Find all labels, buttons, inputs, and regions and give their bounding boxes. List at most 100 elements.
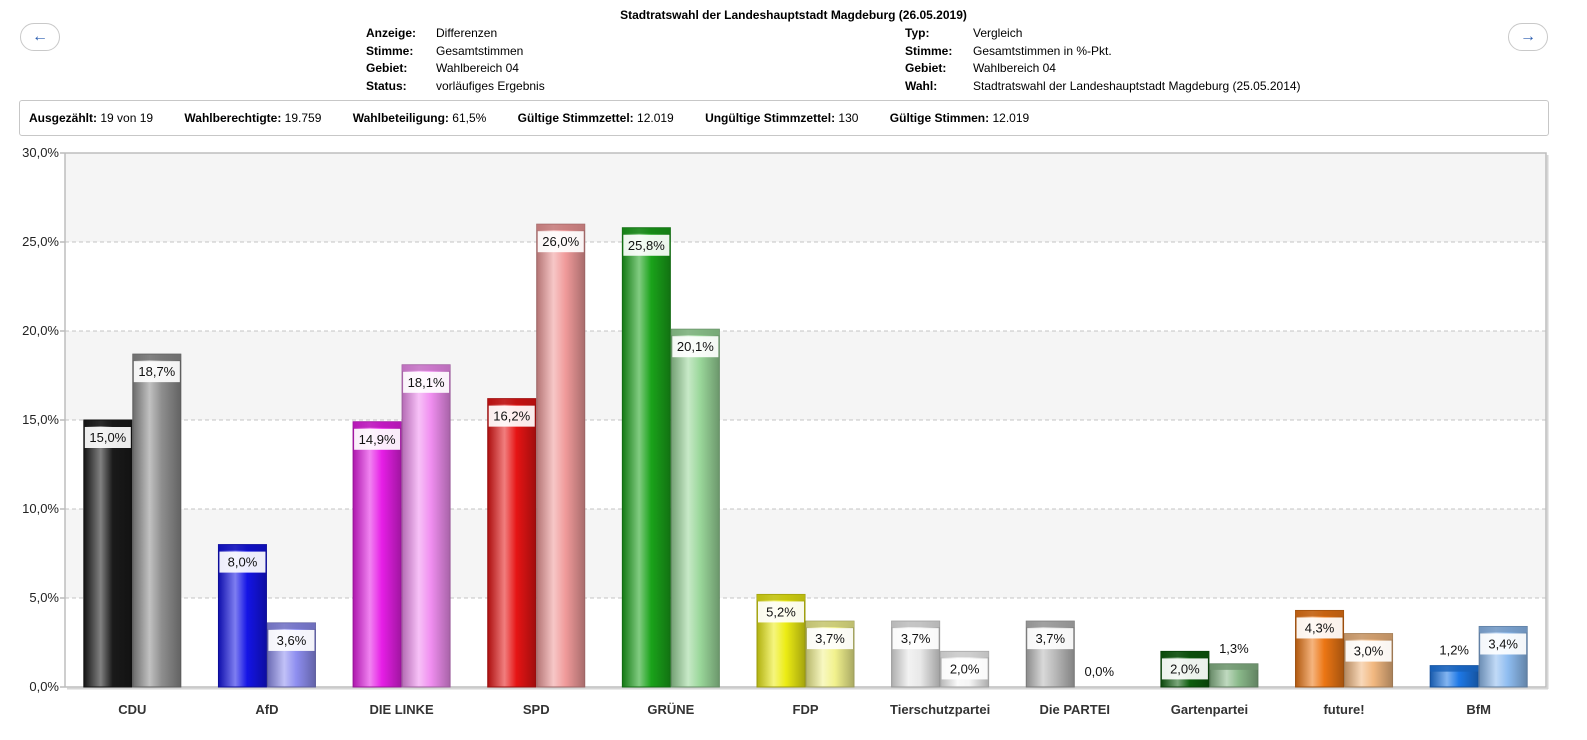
info-value: Vergleich: [973, 26, 1023, 40]
page-title: Stadtratswahl der Landeshauptstadt Magde…: [620, 8, 967, 22]
data-label-bg: [623, 234, 670, 256]
data-label-bg: [1480, 633, 1527, 655]
data-label: 18,1%: [408, 375, 445, 390]
info-key: Gebiet:: [366, 61, 408, 76]
data-label-bg: [219, 551, 266, 573]
info-key: Status:: [366, 79, 407, 94]
info-key: Stimme:: [366, 43, 414, 58]
summary-value: 19.759: [284, 111, 322, 125]
info-value: Gesamtstimmen in %-Pkt.: [973, 43, 1112, 58]
bar: [487, 398, 537, 688]
data-label: 8,0%: [228, 555, 258, 570]
bar-cap: [267, 622, 316, 629]
info-row: Typ: Vergleich: [905, 25, 1301, 43]
data-label: 1,2%: [1439, 643, 1469, 658]
data-label: 18,7%: [138, 364, 175, 379]
arrow-right-icon: →: [1520, 28, 1536, 45]
bar-cap: [622, 227, 671, 234]
info-key: Wahl:: [905, 79, 938, 94]
data-label-bg: [941, 658, 988, 680]
data-label-bg: [84, 427, 131, 448]
x-category-label: SPD: [523, 702, 550, 717]
data-label: 3,6%: [277, 633, 307, 648]
data-label: 26,0%: [542, 234, 579, 249]
data-label: 16,2%: [493, 409, 530, 424]
data-label-bg: [1210, 637, 1257, 659]
info-key: Anzeige:: [366, 26, 417, 40]
previous-arrow-button[interactable]: ←: [20, 23, 60, 51]
data-label-bg: [1345, 640, 1392, 662]
info-key: Stimme:: [905, 43, 953, 58]
grid-band: [65, 331, 1546, 420]
grid-band: [65, 153, 1546, 242]
data-label: 5,2%: [766, 604, 796, 619]
summary-value: 130: [838, 111, 859, 125]
summary-item: Gültige Stimmen: 12.019: [890, 101, 1029, 135]
bar-cap: [353, 421, 402, 428]
info-row: Status: vorläufiges Ergebnis: [366, 78, 545, 96]
summary-label: Gültige Stimmzettel:: [517, 111, 634, 125]
y-tick-label: 5,0%: [29, 590, 59, 605]
info-row: Anzeige: Differenzen: [366, 25, 545, 43]
info-row: Gebiet: Wahlbereich 04: [905, 60, 1301, 78]
data-label-bg: [1431, 639, 1478, 661]
bar-cap: [132, 354, 181, 361]
info-right-panel: Typ: Vergleich Stimme: Gesamtstimmen in %-…: [905, 25, 1301, 96]
summary-label: Wahlberechtigte:: [184, 111, 282, 125]
data-label-bg: [1027, 628, 1074, 650]
bar-cap: [757, 594, 805, 601]
info-left-panel: Anzeige: Differenzen Stimme: Gesamtstimmen…: [366, 25, 545, 96]
x-category-label: CDU: [118, 702, 146, 717]
data-label: 3,4%: [1488, 636, 1518, 651]
bar-cap: [402, 364, 451, 371]
summary-item: Wahlbeteiligung: 61,5%: [353, 101, 487, 135]
y-tick-label: 10,0%: [22, 501, 59, 516]
x-category-label: Gartenpartei: [1171, 702, 1248, 717]
bar: [536, 223, 586, 688]
bar-cap: [83, 420, 132, 426]
data-label-bg: [807, 628, 853, 650]
arrow-left-icon: ←: [32, 28, 48, 45]
bar-cap: [218, 544, 267, 551]
summary-item: Gültige Stimmzettel: 12.019: [518, 101, 674, 135]
data-label: 15,0%: [89, 430, 126, 445]
info-value: Gesamtstimmen: [436, 43, 524, 58]
data-label-bg: [892, 628, 939, 650]
y-tick-label: 0,0%: [29, 679, 59, 694]
x-category-label: GRÜNE: [647, 702, 694, 717]
data-label-bg: [758, 601, 804, 623]
data-label-bg: [537, 231, 584, 253]
bar-cap: [487, 398, 536, 405]
summary-label: Wahlbeteiligung:: [352, 111, 449, 125]
data-label-bg: [268, 629, 315, 651]
data-label: 1,3%: [1219, 641, 1249, 656]
info-row: Gebiet: Wahlbereich 04: [366, 60, 545, 78]
y-tick-label: 15,0%: [22, 412, 59, 427]
bar: [352, 421, 402, 688]
bar-cap: [1209, 663, 1258, 670]
grid-band: [65, 509, 1546, 598]
next-arrow-button[interactable]: →: [1508, 23, 1548, 51]
bar-cap: [536, 224, 585, 231]
summary-label: Gültige Stimmen:: [889, 111, 990, 125]
x-category-label: Tierschutzpartei: [890, 702, 990, 717]
info-value: Wahlbereich 04: [973, 61, 1056, 76]
bar-cap: [1026, 621, 1075, 628]
summary-label: Ungültige Stimmzettel:: [705, 111, 836, 125]
x-category-label: DIE LINKE: [369, 702, 434, 717]
summary-bar: Ausgezählt: 19 von 19 Wahlberechtigte: 1…: [19, 100, 1549, 136]
summary-value: 12.019: [637, 111, 674, 125]
y-tick-label: 30,0%: [22, 145, 59, 160]
x-category-label: AfD: [255, 702, 278, 717]
data-label-bg: [1161, 658, 1208, 680]
data-label: 3,7%: [1035, 631, 1065, 646]
data-label: 3,7%: [815, 631, 845, 646]
summary-item: Ungültige Stimmzettel: 130: [705, 101, 858, 135]
summary-item: Wahlberechtigte: 19.759: [184, 101, 321, 135]
bar: [670, 328, 720, 688]
info-row: Wahl: Stadtratswahl der Landeshauptstadt …: [905, 78, 1301, 96]
bar-cap: [891, 621, 940, 628]
data-label: 3,0%: [1354, 644, 1384, 659]
bar-cap: [1295, 610, 1344, 617]
bar-cap: [806, 621, 854, 628]
